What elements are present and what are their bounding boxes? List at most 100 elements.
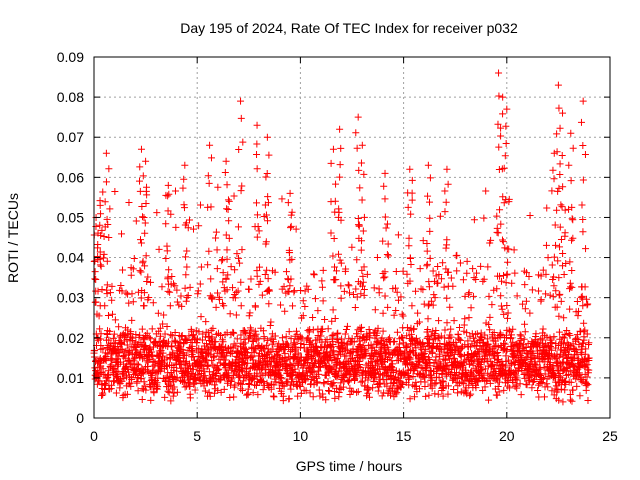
roti-point [104, 311, 112, 319]
roti-point [406, 395, 414, 403]
roti-point [94, 244, 102, 252]
roti-point [581, 151, 589, 159]
roti-point [165, 388, 173, 396]
roti-point [178, 332, 186, 340]
roti-point [460, 321, 468, 329]
roti-point [397, 293, 405, 301]
roti-point [206, 392, 214, 400]
roti-point [444, 390, 452, 398]
roti-point [223, 246, 231, 254]
roti-point [547, 346, 555, 354]
roti-point [561, 206, 569, 214]
roti-point [495, 378, 503, 386]
roti-point [565, 161, 573, 169]
roti-point [557, 236, 565, 244]
roti-point [132, 217, 140, 225]
roti-point [357, 159, 365, 167]
roti-point [158, 352, 166, 360]
roti-point [109, 334, 117, 342]
roti-point [147, 335, 155, 343]
y-tick-label: 0.03 [57, 290, 84, 306]
roti-point [525, 367, 533, 375]
roti-point [526, 211, 534, 219]
roti-point [143, 277, 151, 285]
roti-point [441, 208, 449, 216]
roti-point [525, 273, 533, 281]
roti-point [167, 210, 175, 218]
roti-point [165, 280, 173, 288]
roti-point [539, 339, 547, 347]
roti-point [495, 92, 503, 100]
roti-point [365, 385, 373, 393]
roti-point [225, 234, 233, 242]
roti-point [485, 292, 493, 300]
roti-point [352, 367, 360, 375]
roti-point [549, 166, 557, 174]
roti-point [453, 267, 461, 275]
roti-point [217, 332, 225, 340]
roti-point [144, 273, 152, 281]
roti-point [129, 265, 137, 273]
roti-point [237, 187, 245, 195]
y-tick-label: 0.06 [57, 169, 84, 185]
roti-point [485, 396, 493, 404]
roti-point [209, 324, 217, 332]
roti-point [99, 254, 107, 262]
roti-point [208, 333, 216, 341]
x-tick-label: 25 [602, 428, 618, 444]
roti-point [521, 281, 529, 289]
roti-point [507, 335, 515, 343]
roti-point [136, 187, 144, 195]
roti-point [558, 338, 566, 346]
roti-point [229, 329, 237, 337]
roti-point [136, 163, 144, 171]
roti-point [269, 392, 277, 400]
roti-point [355, 222, 363, 230]
roti-point [329, 382, 337, 390]
roti-point [457, 336, 465, 344]
roti-point [164, 287, 172, 295]
roti-point [509, 325, 517, 333]
roti-point [237, 114, 245, 122]
roti-point [460, 380, 468, 388]
roti-point [231, 294, 239, 302]
roti-point [287, 211, 295, 219]
roti-point [327, 229, 335, 237]
roti-point [105, 165, 113, 173]
roti-point [428, 384, 436, 392]
roti-point [257, 365, 265, 373]
roti-point [168, 273, 176, 281]
roti-point [573, 297, 581, 305]
y-tick-label: 0.05 [57, 209, 84, 225]
roti-point [318, 277, 326, 285]
roti-point [399, 267, 407, 275]
roti-point [159, 320, 167, 328]
roti-point [379, 270, 387, 278]
roti-peak-point [96, 201, 104, 209]
roti-point [211, 381, 219, 389]
roti-point [292, 225, 300, 233]
roti-point [358, 196, 366, 204]
roti-point [337, 282, 345, 290]
roti-point [137, 294, 145, 302]
roti-peak-point [559, 109, 567, 117]
roti-point [444, 268, 452, 276]
roti-point [223, 348, 231, 356]
roti-point [556, 160, 564, 168]
roti-point [386, 391, 394, 399]
roti-point [490, 329, 498, 337]
roti-point [139, 257, 147, 265]
roti-point [585, 366, 593, 374]
roti-point [141, 229, 149, 237]
roti-point [91, 364, 99, 372]
roti-peak-point [424, 161, 432, 169]
roti-point [421, 352, 429, 360]
roti-point [555, 274, 563, 282]
roti-point [95, 312, 103, 320]
roti-point [254, 391, 262, 399]
roti-point [175, 301, 183, 309]
roti-point [484, 340, 492, 348]
roti-point [249, 389, 257, 397]
roti-point [582, 361, 590, 369]
roti-point [258, 291, 266, 299]
